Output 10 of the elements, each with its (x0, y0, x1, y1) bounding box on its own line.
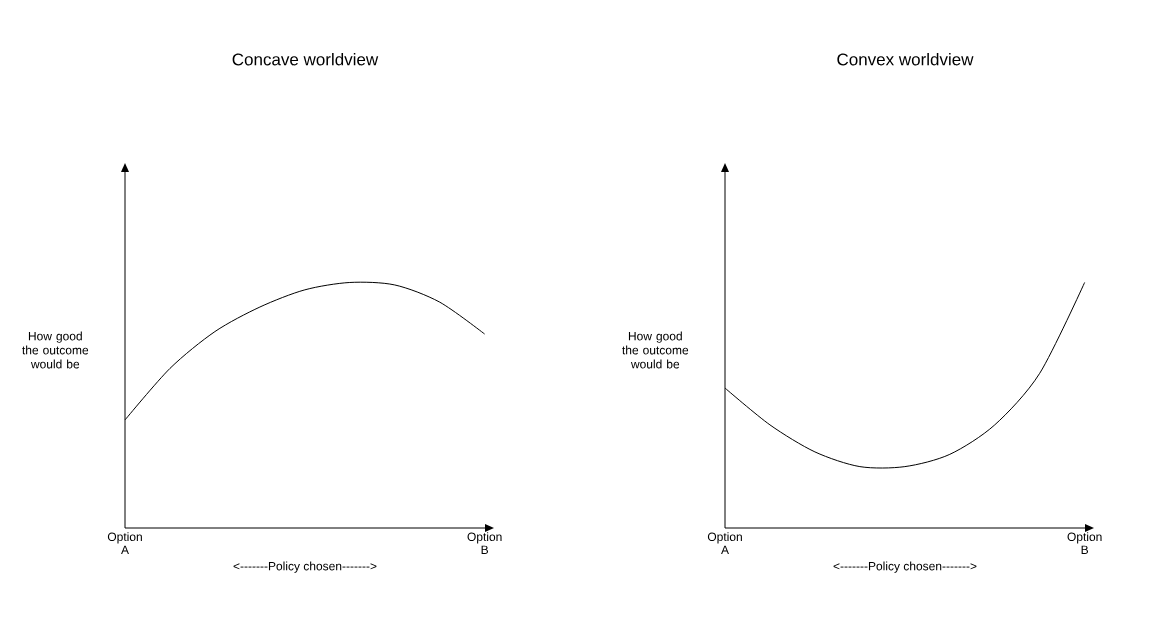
x-tick-label: Option B (467, 532, 502, 554)
chart-title: Convex worldview (837, 52, 974, 66)
x-tick-label: Option B (1067, 532, 1102, 554)
x-tick-label: Option A (107, 532, 142, 554)
x-axis-title: <-------Policy chosen-------> (833, 561, 977, 573)
y-axis-title: How good the outcome would be (22, 331, 89, 369)
y-axis-title: How good the outcome would be (622, 331, 689, 369)
x-axis-title: <-------Policy chosen-------> (233, 561, 377, 573)
chart-title: Concave worldview (232, 52, 379, 66)
x-tick-label: Option A (707, 532, 742, 554)
